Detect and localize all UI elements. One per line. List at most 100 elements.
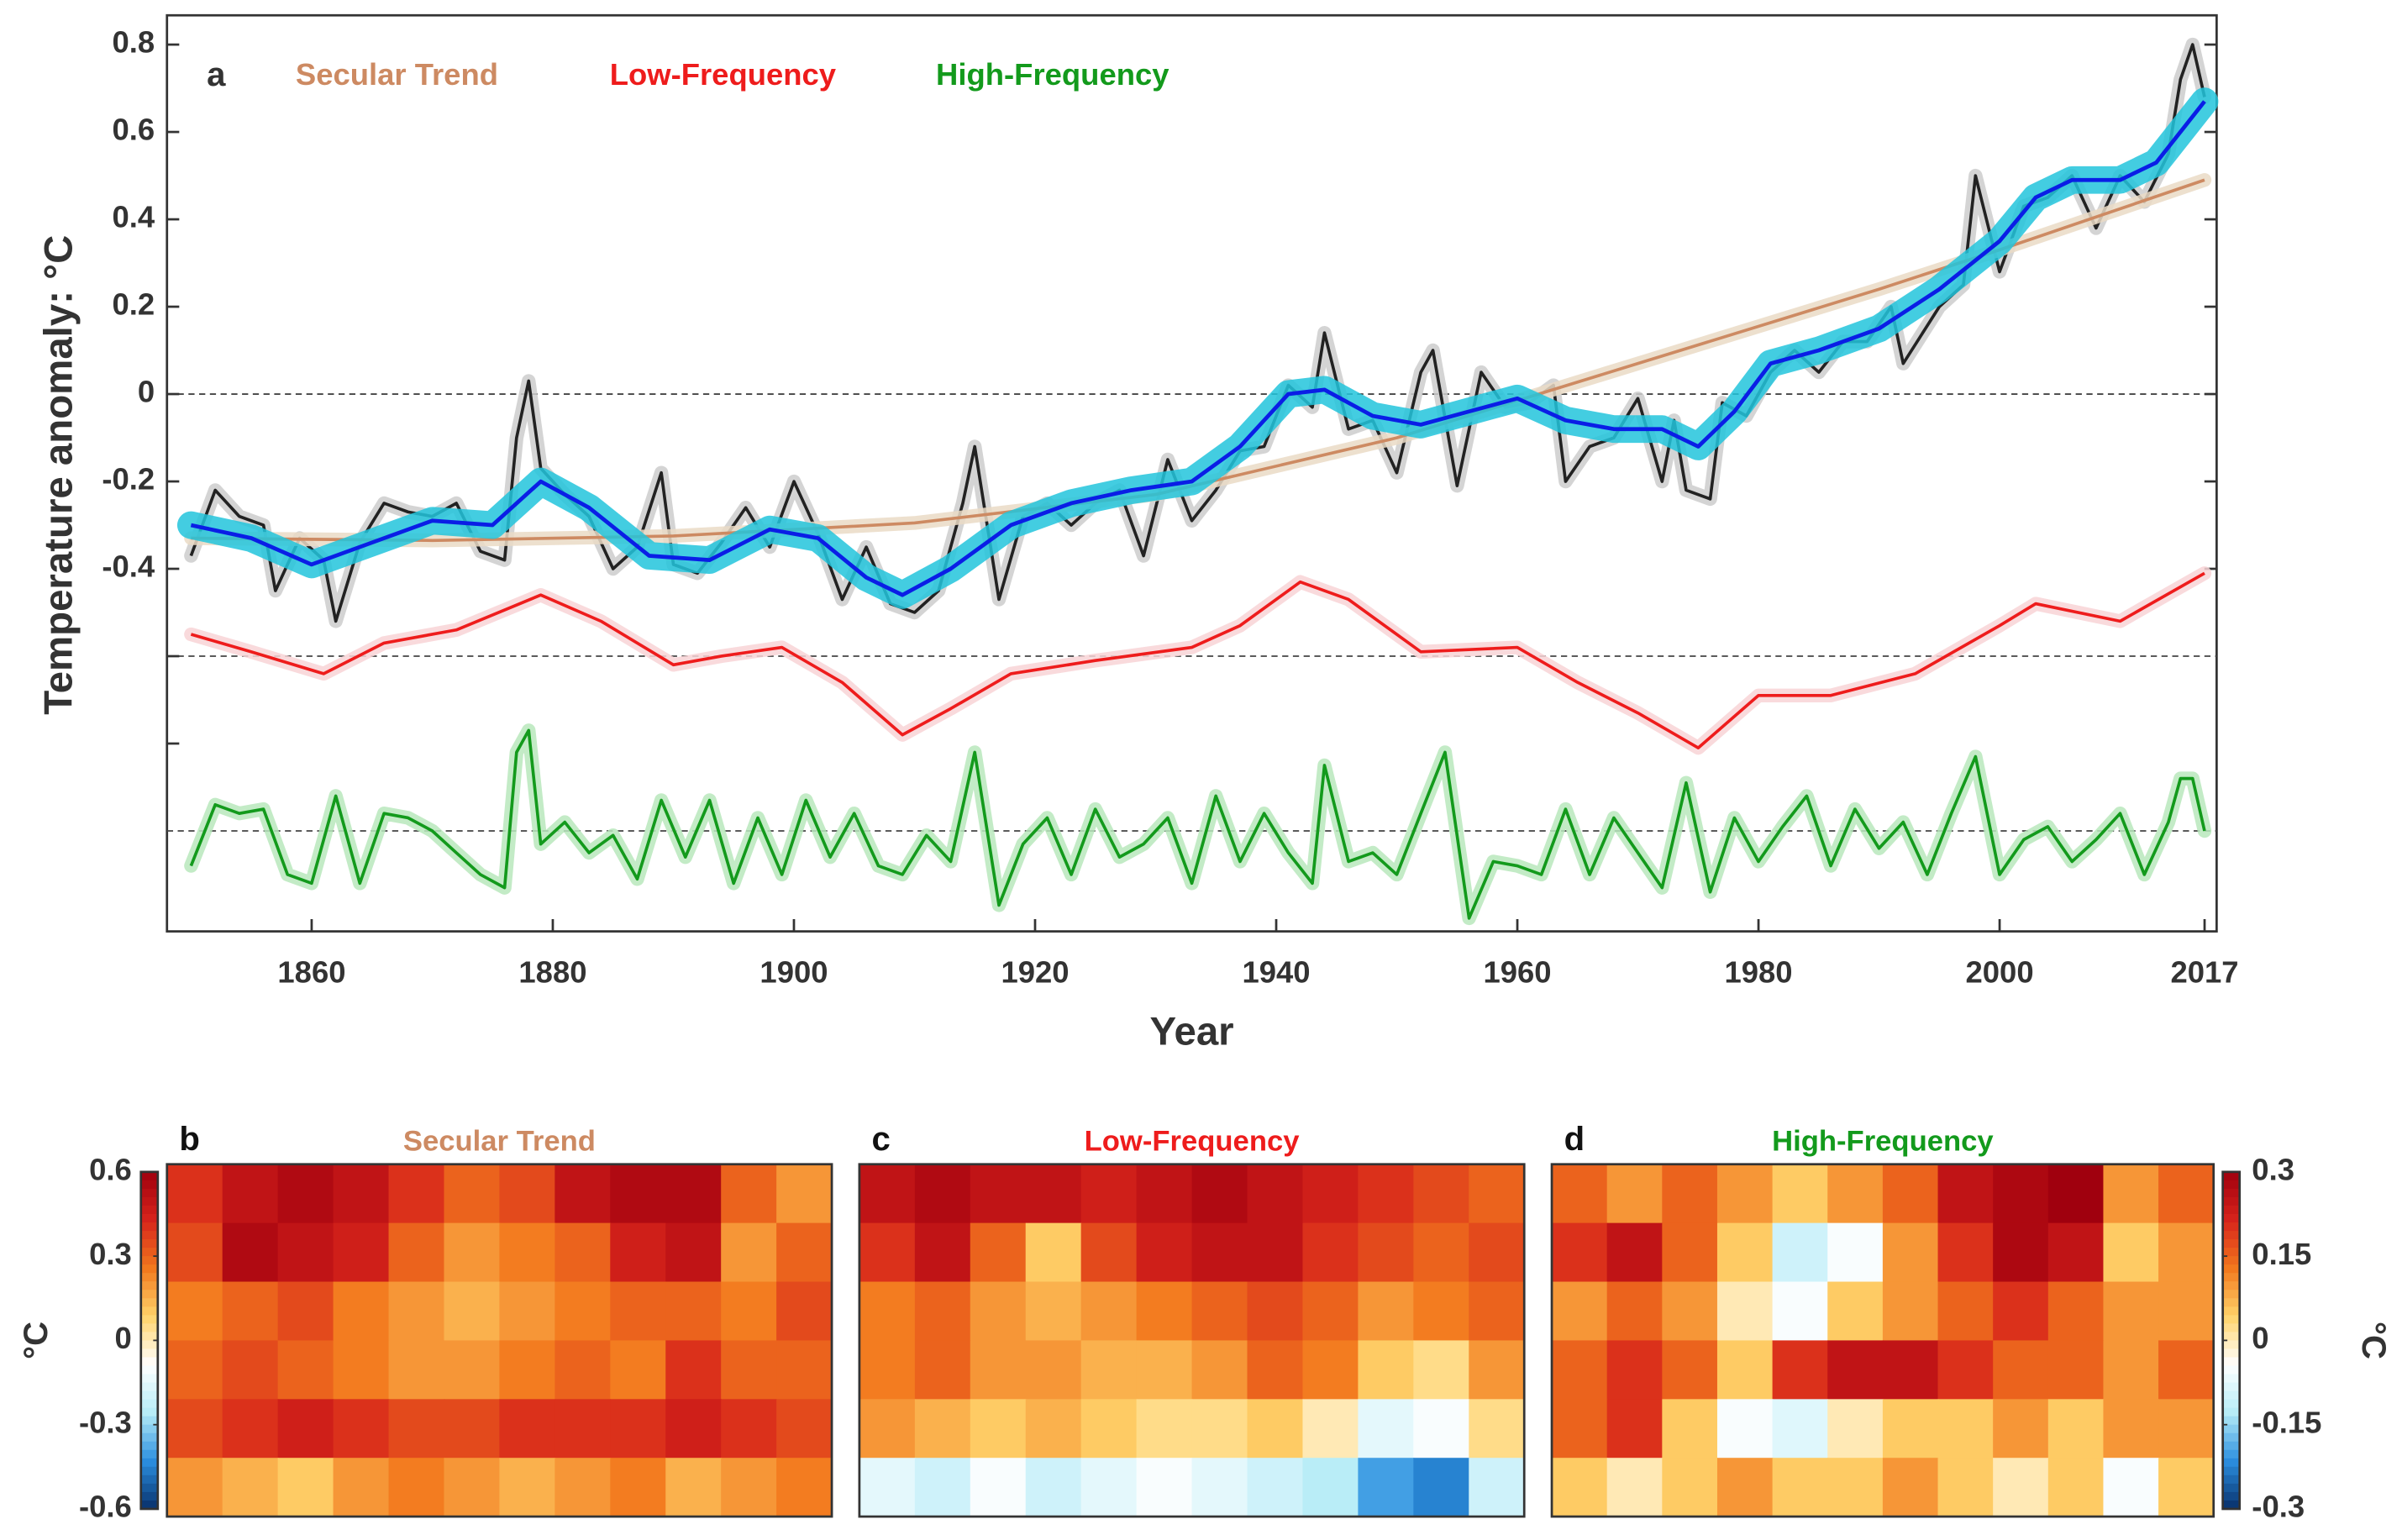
colorbar-swatch [140,1264,158,1275]
map-cell [1080,1458,1138,1518]
colorbar-swatch [2222,1407,2240,1417]
map-cell [1080,1399,1138,1459]
map-cell [1191,1281,1248,1342]
map-cell [1993,1458,2049,1518]
map-cell [444,1399,501,1459]
map-cell [2047,1340,2105,1401]
map-cell [1025,1340,1082,1401]
map-cell [499,1340,556,1401]
map-cell [222,1164,279,1224]
map-cell [721,1399,778,1459]
map-cell [444,1222,501,1283]
map-cell [499,1222,556,1283]
map-cell [2047,1458,2105,1518]
colorbar-swatch [140,1188,158,1198]
map-cell [1358,1458,1415,1518]
colorbar-swatch [2222,1449,2240,1459]
colorbar-tick-label: -0.3 [2252,1490,2305,1524]
map-cell [1136,1164,1193,1224]
plot-frame [166,13,2218,933]
map-cell [388,1340,445,1401]
map-cell [859,1164,916,1224]
map-cell [1716,1340,1774,1401]
colorbar-swatch [2222,1222,2240,1232]
colorbar-swatch [140,1306,158,1317]
map-cell [665,1164,723,1224]
x-axis-label: Year [1149,1009,1233,1054]
colorbar-swatch [2222,1399,2240,1409]
x-tick-label: 2017 [2170,954,2238,989]
x-tick-label: 1940 [1242,954,1310,989]
map-cell [555,1458,612,1518]
map-cell [1772,1164,1829,1224]
map-cell [1716,1222,1774,1283]
map-cell [970,1458,1027,1518]
map-cell [970,1164,1027,1224]
y-tick-label: -0.4 [102,549,155,584]
colorbar-swatch [2222,1432,2240,1443]
colorbar-swatch [140,1365,158,1375]
map-cell [333,1458,390,1518]
map-cell [277,1281,334,1342]
colorbar-swatch [140,1348,158,1359]
colorbar-swatch [140,1500,158,1510]
map-cell [1191,1399,1248,1459]
map-cell [1827,1458,1884,1518]
colorbar-swatch [140,1290,158,1300]
map-cell [333,1399,390,1459]
colorbar-swatch [2222,1348,2240,1359]
map-cell [499,1458,556,1518]
colorbar-swatch [2222,1424,2240,1434]
map-cell [776,1164,833,1224]
map-cell [1937,1458,1995,1518]
colorbar-swatch [140,1171,158,1181]
map-cell [1413,1164,1470,1224]
map-cell [1993,1399,2049,1459]
colorbar-swatch [140,1239,158,1249]
colorbar-tick-label: 0 [2252,1321,2268,1355]
map-cell [222,1281,279,1342]
map-cell [610,1458,667,1518]
map-cell [1772,1458,1829,1518]
map-cell [1606,1399,1664,1459]
colorbar-swatch [2222,1264,2240,1275]
map-cell [555,1281,612,1342]
map-cell [388,1399,445,1459]
map-cell [914,1222,971,1283]
map-cell [2103,1340,2159,1401]
map-cell [610,1340,667,1401]
x-tick-label: 1920 [1001,954,1069,989]
colorbar-tick-label: -0.6 [79,1490,132,1524]
map-cell [2158,1222,2215,1283]
map-cell [914,1164,971,1224]
map-cell [1552,1222,1608,1283]
map-cell [2047,1164,2105,1224]
map-cell [2158,1399,2215,1459]
map-cell [2103,1399,2159,1459]
map-cell [1302,1458,1359,1518]
map-cell [1080,1222,1138,1283]
map-cell [1413,1281,1470,1342]
colorbar-swatch [2222,1466,2240,1476]
map-cell [721,1164,778,1224]
map-cell [1606,1281,1664,1342]
colorbar-swatch [2222,1239,2240,1249]
map-cell [1606,1458,1664,1518]
colorbar-swatch [2222,1248,2240,1258]
map-title: Low-Frequency [1085,1125,1301,1157]
x-tick-label: 1900 [759,954,828,989]
map-cell [1080,1281,1138,1342]
map-cell [388,1458,445,1518]
colorbar-swatch [140,1281,158,1291]
map-cell [776,1340,833,1401]
map-cell [721,1222,778,1283]
map-cell [2103,1458,2159,1518]
map-cell [1469,1458,1526,1518]
map-cell [555,1340,612,1401]
colorbar-swatch [140,1298,158,1308]
colorbar-swatch [140,1449,158,1459]
map-cell [970,1222,1027,1283]
map-cell [1413,1222,1470,1283]
colorbar-swatch [140,1315,158,1325]
